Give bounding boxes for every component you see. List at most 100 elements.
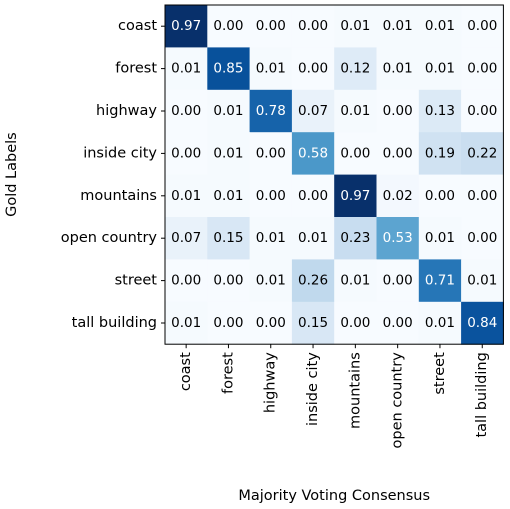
cell-value-label: 0.01 (256, 230, 286, 246)
heatmap-cell (249, 259, 293, 303)
x-tick-label: highway (263, 352, 279, 413)
cell-value-label: 0.01 (425, 230, 455, 246)
cell-value-label: 0.84 (467, 315, 497, 331)
cell-value-label: 0.19 (425, 145, 455, 161)
cell-value-label: 0.00 (467, 230, 497, 246)
cell-value-label: 0.00 (256, 188, 286, 204)
heatmap-cell (418, 174, 462, 218)
cell-value-label: 0.01 (171, 188, 201, 204)
heatmap-cell (291, 174, 335, 218)
heatmap-cell (249, 47, 293, 91)
cell-value-label: 0.01 (425, 18, 455, 34)
cell-value-label: 0.00 (256, 18, 286, 34)
cell-value-label: 0.85 (213, 61, 243, 77)
cell-value-label: 0.97 (171, 18, 201, 34)
y-tick-label: coast (118, 18, 157, 34)
cell-value-label: 0.01 (171, 315, 201, 331)
heatmap-cell (165, 47, 208, 91)
heatmap-cell (207, 301, 251, 345)
cell-value-label: 0.00 (213, 273, 243, 289)
cell-value-label: 0.78 (256, 103, 286, 119)
heatmap-cell (334, 217, 377, 260)
cell-value-label: 0.71 (425, 273, 455, 289)
heatmap-cell (461, 217, 504, 260)
heatmap-cell (207, 259, 251, 303)
cell-value-label: 0.00 (256, 145, 286, 161)
heatmap-cell (291, 217, 335, 260)
heatmap-cell (165, 259, 208, 303)
heatmap-cell (376, 5, 420, 48)
plot-frame (164, 4, 504, 345)
heatmap-cell (334, 132, 377, 176)
heatmap-cell (291, 259, 335, 303)
x-axis-title: Majority Voting Consensus (238, 488, 430, 504)
cell-value-label: 0.15 (298, 315, 328, 331)
heatmap-cell (418, 259, 462, 303)
cell-value-label: 0.00 (298, 61, 328, 77)
heatmap-cell (376, 89, 420, 133)
y-tick-labels: coast forest highway inside city mountains op… (61, 18, 165, 331)
cell-value-label: 0.01 (340, 273, 370, 289)
cell-value-label: 0.07 (171, 230, 201, 246)
cell-value-label: 0.00 (213, 315, 243, 331)
cell-value-label: 0.01 (383, 61, 413, 77)
heatmap-cell (461, 5, 504, 48)
heatmap-cell (249, 174, 293, 218)
cell-value-label: 0.58 (298, 145, 328, 161)
heatmap-cell (291, 301, 335, 345)
heatmap-cell (291, 5, 335, 48)
heatmap-cell (418, 217, 462, 260)
cell-value-label: 0.01 (340, 103, 370, 119)
cell-value-label: 0.00 (298, 188, 328, 204)
x-tick-labels: coast forest highway inside city mountains op… (178, 344, 490, 448)
cell-value-label: 0.00 (298, 18, 328, 34)
heatmap-cell (376, 301, 420, 345)
y-tick-label: forest (115, 61, 157, 77)
y-tick-label: open country (61, 230, 158, 246)
heatmap-cell (165, 217, 208, 260)
cell-value-label: 0.00 (383, 273, 413, 289)
heatmap-cell (418, 47, 462, 91)
x-tick-label: tall building (474, 352, 490, 437)
heatmap-cell (334, 89, 377, 133)
cell-value-label: 0.00 (467, 18, 497, 34)
cell-value-label: 0.00 (383, 145, 413, 161)
heatmap-cell (461, 132, 504, 176)
heatmap-cell (249, 89, 293, 133)
heatmap-cell (207, 89, 251, 133)
heatmap-cell (461, 259, 504, 303)
x-tick-label: coast (178, 352, 194, 391)
cell-value-label: 0.01 (425, 315, 455, 331)
cell-value-label: 0.23 (340, 230, 370, 246)
cell-value-label: 0.00 (171, 273, 201, 289)
heatmap-cell (165, 174, 208, 218)
cell-value-label: 0.00 (171, 145, 201, 161)
cell-value-label: 0.00 (340, 315, 370, 331)
heatmap-cell (291, 47, 335, 91)
heatmap-cell (461, 174, 504, 218)
heatmap-cell (461, 301, 504, 345)
cell-value-label: 0.12 (340, 61, 370, 77)
cell-value-label: 0.01 (171, 61, 201, 77)
heatmap-cell (249, 5, 293, 48)
heatmap-cells (165, 5, 504, 345)
cell-value-label: 0.07 (298, 103, 328, 119)
heatmap-cell (461, 47, 504, 91)
cell-value-label: 0.01 (213, 145, 243, 161)
heatmap-cell (376, 132, 420, 176)
y-tick-label: mountains (80, 188, 157, 204)
heatmap-cell (165, 132, 208, 176)
cell-value-label: 0.15 (213, 230, 243, 246)
cell-value-label: 0.01 (256, 273, 286, 289)
cell-value-label: 0.00 (383, 315, 413, 331)
heatmap-cell (334, 301, 377, 345)
heatmap-cell (418, 132, 462, 176)
y-tick-label: highway (96, 103, 157, 119)
cell-value-label: 0.01 (213, 103, 243, 119)
heatmap-cell (207, 47, 251, 91)
heatmap-cell (418, 5, 462, 48)
heatmap-cell (461, 89, 504, 133)
heatmap-cell (376, 47, 420, 91)
cell-value-label: 0.01 (213, 188, 243, 204)
x-tick-label: forest (220, 352, 236, 394)
